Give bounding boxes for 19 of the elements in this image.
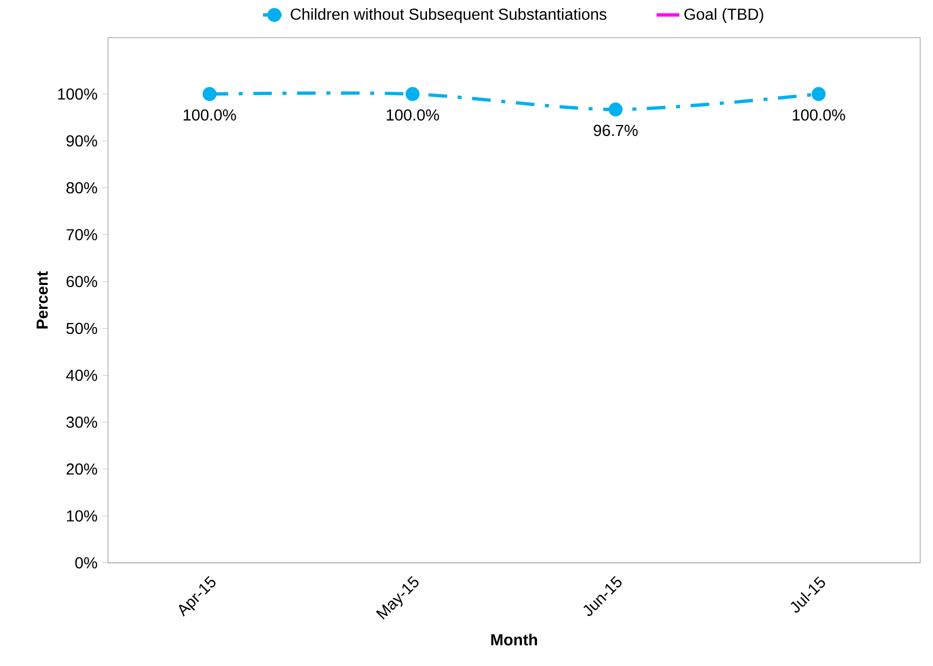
- y-tick-label: 30%: [66, 416, 98, 428]
- data-label: 96.7%: [594, 124, 638, 136]
- y-tick-label: 70%: [66, 229, 98, 240]
- data-label: 100.0%: [184, 109, 236, 121]
- y-tick-label: 60%: [66, 276, 98, 288]
- y-tick-label: 100%: [58, 88, 98, 100]
- legend-label: Goal (TBD): [684, 8, 764, 24]
- data-label: 100.0%: [386, 109, 440, 121]
- y-tick-label: 10%: [67, 510, 98, 522]
- data-label: 100.0%: [792, 109, 846, 121]
- legend-label: Children without Subsequent Substantiations: [290, 8, 606, 24]
- y-tick-label: 50%: [66, 322, 98, 334]
- x-axis-title: Month: [491, 634, 537, 646]
- y-tick-label: 40%: [66, 370, 98, 381]
- y-tick-label: 90%: [66, 135, 98, 147]
- y-tick-label: 0%: [75, 557, 98, 568]
- y-axis-title: Percent: [36, 271, 48, 328]
- y-tick-label: 80%: [66, 182, 98, 194]
- y-tick-label: 20%: [66, 463, 98, 475]
